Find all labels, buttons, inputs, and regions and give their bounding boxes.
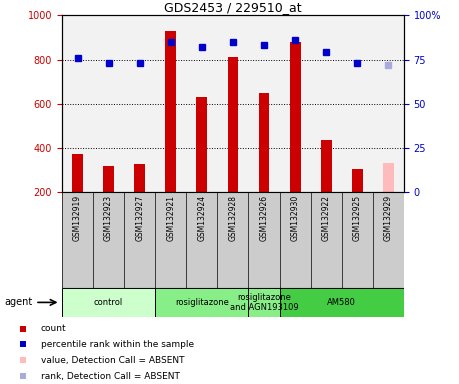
Text: AM580: AM580 [327,298,356,307]
Text: GSM132928: GSM132928 [229,195,237,241]
Text: GSM132921: GSM132921 [166,195,175,241]
Bar [72,154,83,192]
Text: count: count [41,324,66,333]
Text: GSM132927: GSM132927 [135,195,144,241]
Bar [62,288,155,317]
Bar [155,288,248,317]
Bar [290,42,301,192]
Text: rank, Detection Call = ABSENT: rank, Detection Call = ABSENT [41,372,179,381]
Text: GSM132924: GSM132924 [197,195,207,241]
Bar [134,164,145,192]
Text: agent: agent [5,297,33,308]
Text: GSM132919: GSM132919 [73,195,82,241]
Bar [321,140,332,192]
Bar [352,169,363,192]
Text: value, Detection Call = ABSENT: value, Detection Call = ABSENT [41,356,184,365]
Text: GSM132925: GSM132925 [353,195,362,241]
Text: rosiglitazone: rosiglitazone [175,298,229,307]
Text: GSM132930: GSM132930 [291,195,300,241]
Text: GSM132926: GSM132926 [259,195,269,241]
Text: percentile rank within the sample: percentile rank within the sample [41,340,194,349]
Bar [165,31,176,192]
Title: GDS2453 / 229510_at: GDS2453 / 229510_at [164,1,302,14]
Text: rosiglitazone
and AGN193109: rosiglitazone and AGN193109 [230,293,298,312]
Bar [383,163,394,192]
Bar [248,288,280,317]
Text: GSM132923: GSM132923 [104,195,113,241]
Bar [280,288,404,317]
Bar [258,93,269,192]
Text: GSM132929: GSM132929 [384,195,393,241]
Bar [196,97,207,192]
Bar [103,166,114,192]
Bar [228,57,238,192]
Text: control: control [94,298,123,307]
Text: GSM132922: GSM132922 [322,195,330,241]
